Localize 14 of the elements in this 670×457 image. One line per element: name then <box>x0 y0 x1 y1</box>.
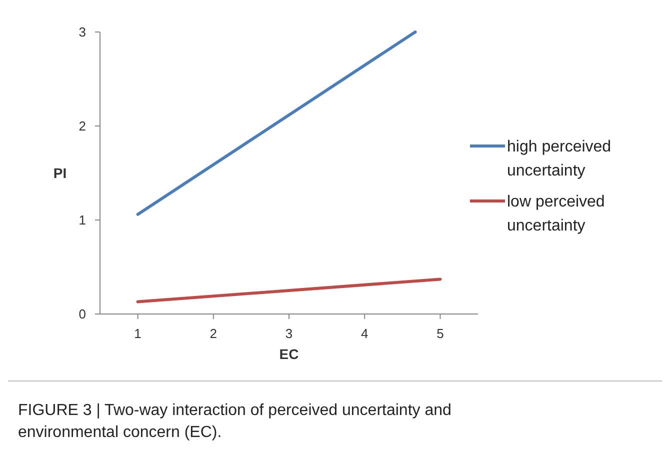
x-tick-label: 4 <box>360 326 368 341</box>
x-axis-title: EC <box>279 346 299 362</box>
y-tick-label: 0 <box>78 306 86 322</box>
y-tick-label: 1 <box>78 212 86 228</box>
y-tick-label: 3 <box>78 24 86 40</box>
caption: FIGURE 3 | Two-way interaction of perceived uncertainty and environmental concern (EC). <box>18 402 452 441</box>
x-tick-label: 5 <box>436 326 444 341</box>
x-tick-label: 2 <box>210 326 218 341</box>
legend-label: low perceived uncertainty <box>507 194 605 235</box>
x-tick-label: 1 <box>134 326 142 341</box>
legend-label: high perceived uncertainty <box>507 138 612 180</box>
x-tick-label: 3 <box>285 326 293 341</box>
y-tick-label: 2 <box>78 118 86 134</box>
y-axis-title: PI <box>53 165 67 181</box>
